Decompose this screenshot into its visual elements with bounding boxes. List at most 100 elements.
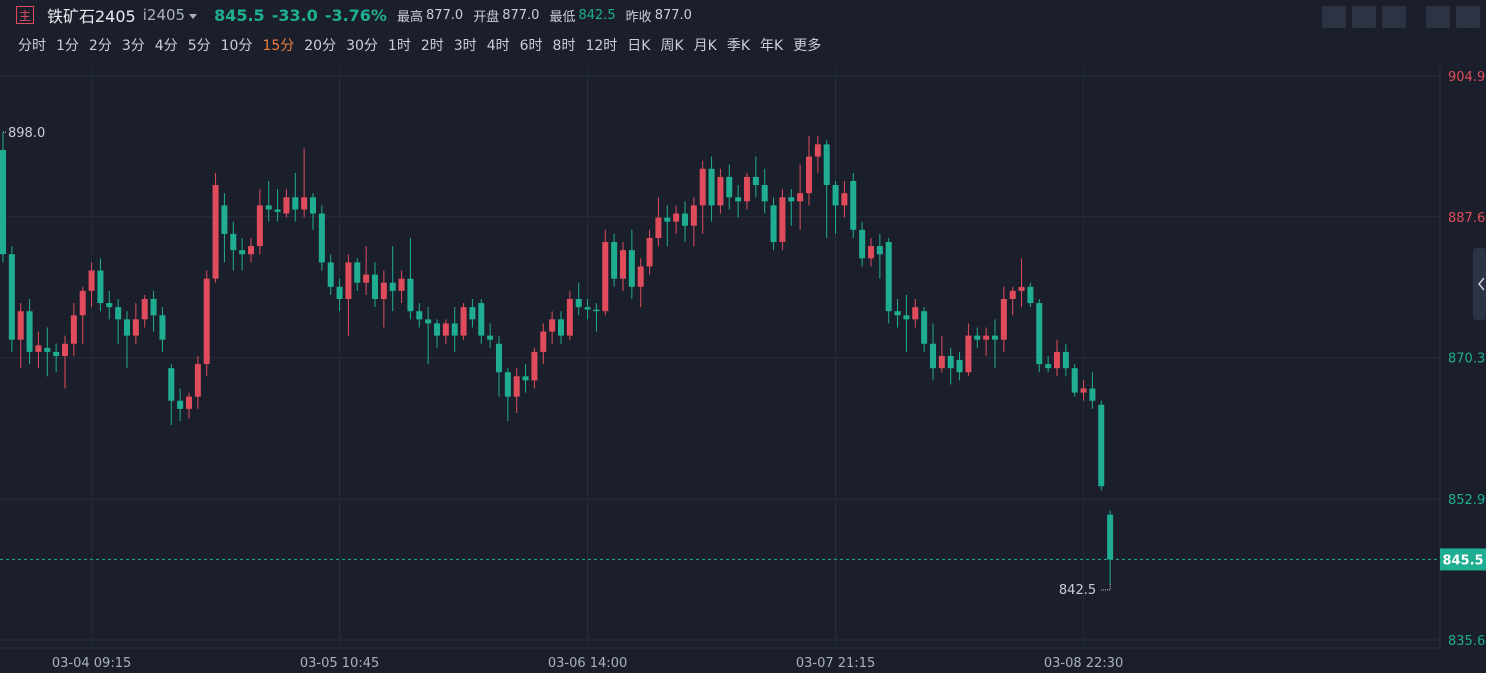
last-price-tag [1440, 548, 1486, 571]
candle-body [841, 193, 848, 206]
candle-body [522, 376, 529, 381]
candle-body [991, 335, 998, 340]
price-change: -33.0 [271, 5, 318, 25]
candle-body [0, 150, 6, 255]
candle-body [61, 343, 68, 356]
candle-body [708, 168, 715, 206]
period-tab[interactable]: 2分 [88, 38, 112, 54]
candle-body [903, 315, 910, 320]
period-tab[interactable]: 20分 [304, 38, 337, 54]
candle-body [699, 168, 706, 206]
candle-body [336, 286, 343, 299]
period-tab[interactable]: 1时 [387, 38, 411, 54]
period-tab[interactable]: 周K [660, 38, 684, 54]
candle-body [983, 335, 990, 340]
period-tab[interactable]: 1分 [56, 38, 79, 54]
period-tab[interactable]: 4时 [486, 38, 510, 54]
draw-button[interactable] [1352, 6, 1376, 28]
indicator-button[interactable] [1322, 6, 1346, 28]
period-tab[interactable]: 10分 [220, 38, 253, 54]
fullscreen-button[interactable] [1426, 6, 1450, 28]
stat-value: 842.5 [578, 7, 616, 23]
instrument-code[interactable]: i2405 [142, 6, 186, 24]
candle-body [168, 368, 175, 401]
period-tab[interactable]: 30分 [346, 38, 378, 54]
candle-body [283, 197, 290, 214]
candle-body [956, 360, 963, 373]
candle-body [867, 246, 874, 259]
candle-body [478, 303, 485, 336]
y-tick-label: 852.9 [1448, 493, 1485, 508]
period-tab[interactable]: 15分 [262, 38, 295, 54]
candle-body [726, 176, 733, 198]
close-button[interactable] [1456, 6, 1480, 28]
stat-label: 开盘 [473, 9, 500, 25]
period-tab[interactable]: 4分 [154, 38, 178, 54]
candle-body [611, 242, 618, 279]
x-tick-label: 03-08 22:30 [1044, 656, 1123, 671]
min-pointer [1100, 583, 1111, 591]
candle-body [637, 266, 644, 287]
candle-body [17, 311, 24, 340]
candle-body [938, 355, 945, 369]
period-tab[interactable]: 分时 [18, 38, 46, 54]
candle-body [912, 307, 919, 320]
period-tab[interactable]: 12时 [585, 38, 618, 54]
candle-body [398, 278, 405, 291]
candle-body [947, 355, 954, 369]
candle-body [363, 274, 370, 283]
candle-body [743, 176, 750, 202]
instrument-name: 铁矿石2405 [47, 7, 136, 26]
period-tab[interactable]: 日K [627, 38, 651, 54]
period-tab[interactable]: 3时 [453, 38, 477, 54]
candle-body [70, 315, 77, 344]
candle-body [425, 319, 432, 324]
candle-body [1089, 388, 1096, 401]
candle-body [859, 229, 866, 259]
period-tab[interactable]: 更多 [793, 38, 822, 54]
candle-body [203, 278, 210, 365]
price-change-pct: -3.76% [324, 5, 387, 25]
code-dropdown[interactable] [189, 14, 198, 19]
main-badge[interactable]: 主 [16, 6, 34, 24]
candle-body [673, 213, 680, 222]
candle-body [301, 197, 308, 210]
candle-body [646, 237, 653, 267]
candle-body [876, 246, 883, 255]
period-tab[interactable]: 3分 [121, 38, 145, 54]
candle-body [265, 205, 272, 210]
candle-body [371, 274, 378, 299]
candle-body [1009, 290, 1016, 299]
candle-body [185, 396, 192, 409]
period-tab[interactable]: 6时 [519, 38, 543, 54]
candle-body [619, 250, 626, 279]
candle-body [79, 290, 86, 316]
candle-body [230, 233, 237, 251]
period-tab[interactable]: 5分 [187, 38, 211, 54]
candle-body [327, 262, 334, 287]
period-tab[interactable]: 月K [693, 38, 717, 54]
candle-body [1062, 351, 1069, 369]
candle-body [239, 250, 246, 255]
chart-type-button[interactable] [1382, 6, 1406, 28]
candle-body [1036, 303, 1043, 365]
candle-body [929, 343, 936, 369]
candle-body [416, 311, 423, 320]
candle-body [159, 315, 166, 340]
period-tab[interactable]: 2时 [420, 38, 444, 54]
candle-body [566, 298, 573, 336]
candle-body [442, 323, 449, 336]
candle-body [761, 185, 768, 202]
toolbar [1322, 6, 1480, 28]
candle-body [797, 193, 804, 202]
stat-label: 最低 [549, 9, 576, 25]
candle-body [1080, 388, 1087, 393]
candle-body [504, 372, 511, 397]
candle-body [681, 213, 688, 226]
period-tab[interactable]: 年K [760, 38, 784, 54]
candle-body [345, 262, 352, 299]
candle-body [141, 298, 148, 320]
period-tab[interactable]: 季K [726, 38, 751, 54]
period-tab[interactable]: 8时 [552, 38, 576, 54]
candle-body [460, 307, 467, 336]
